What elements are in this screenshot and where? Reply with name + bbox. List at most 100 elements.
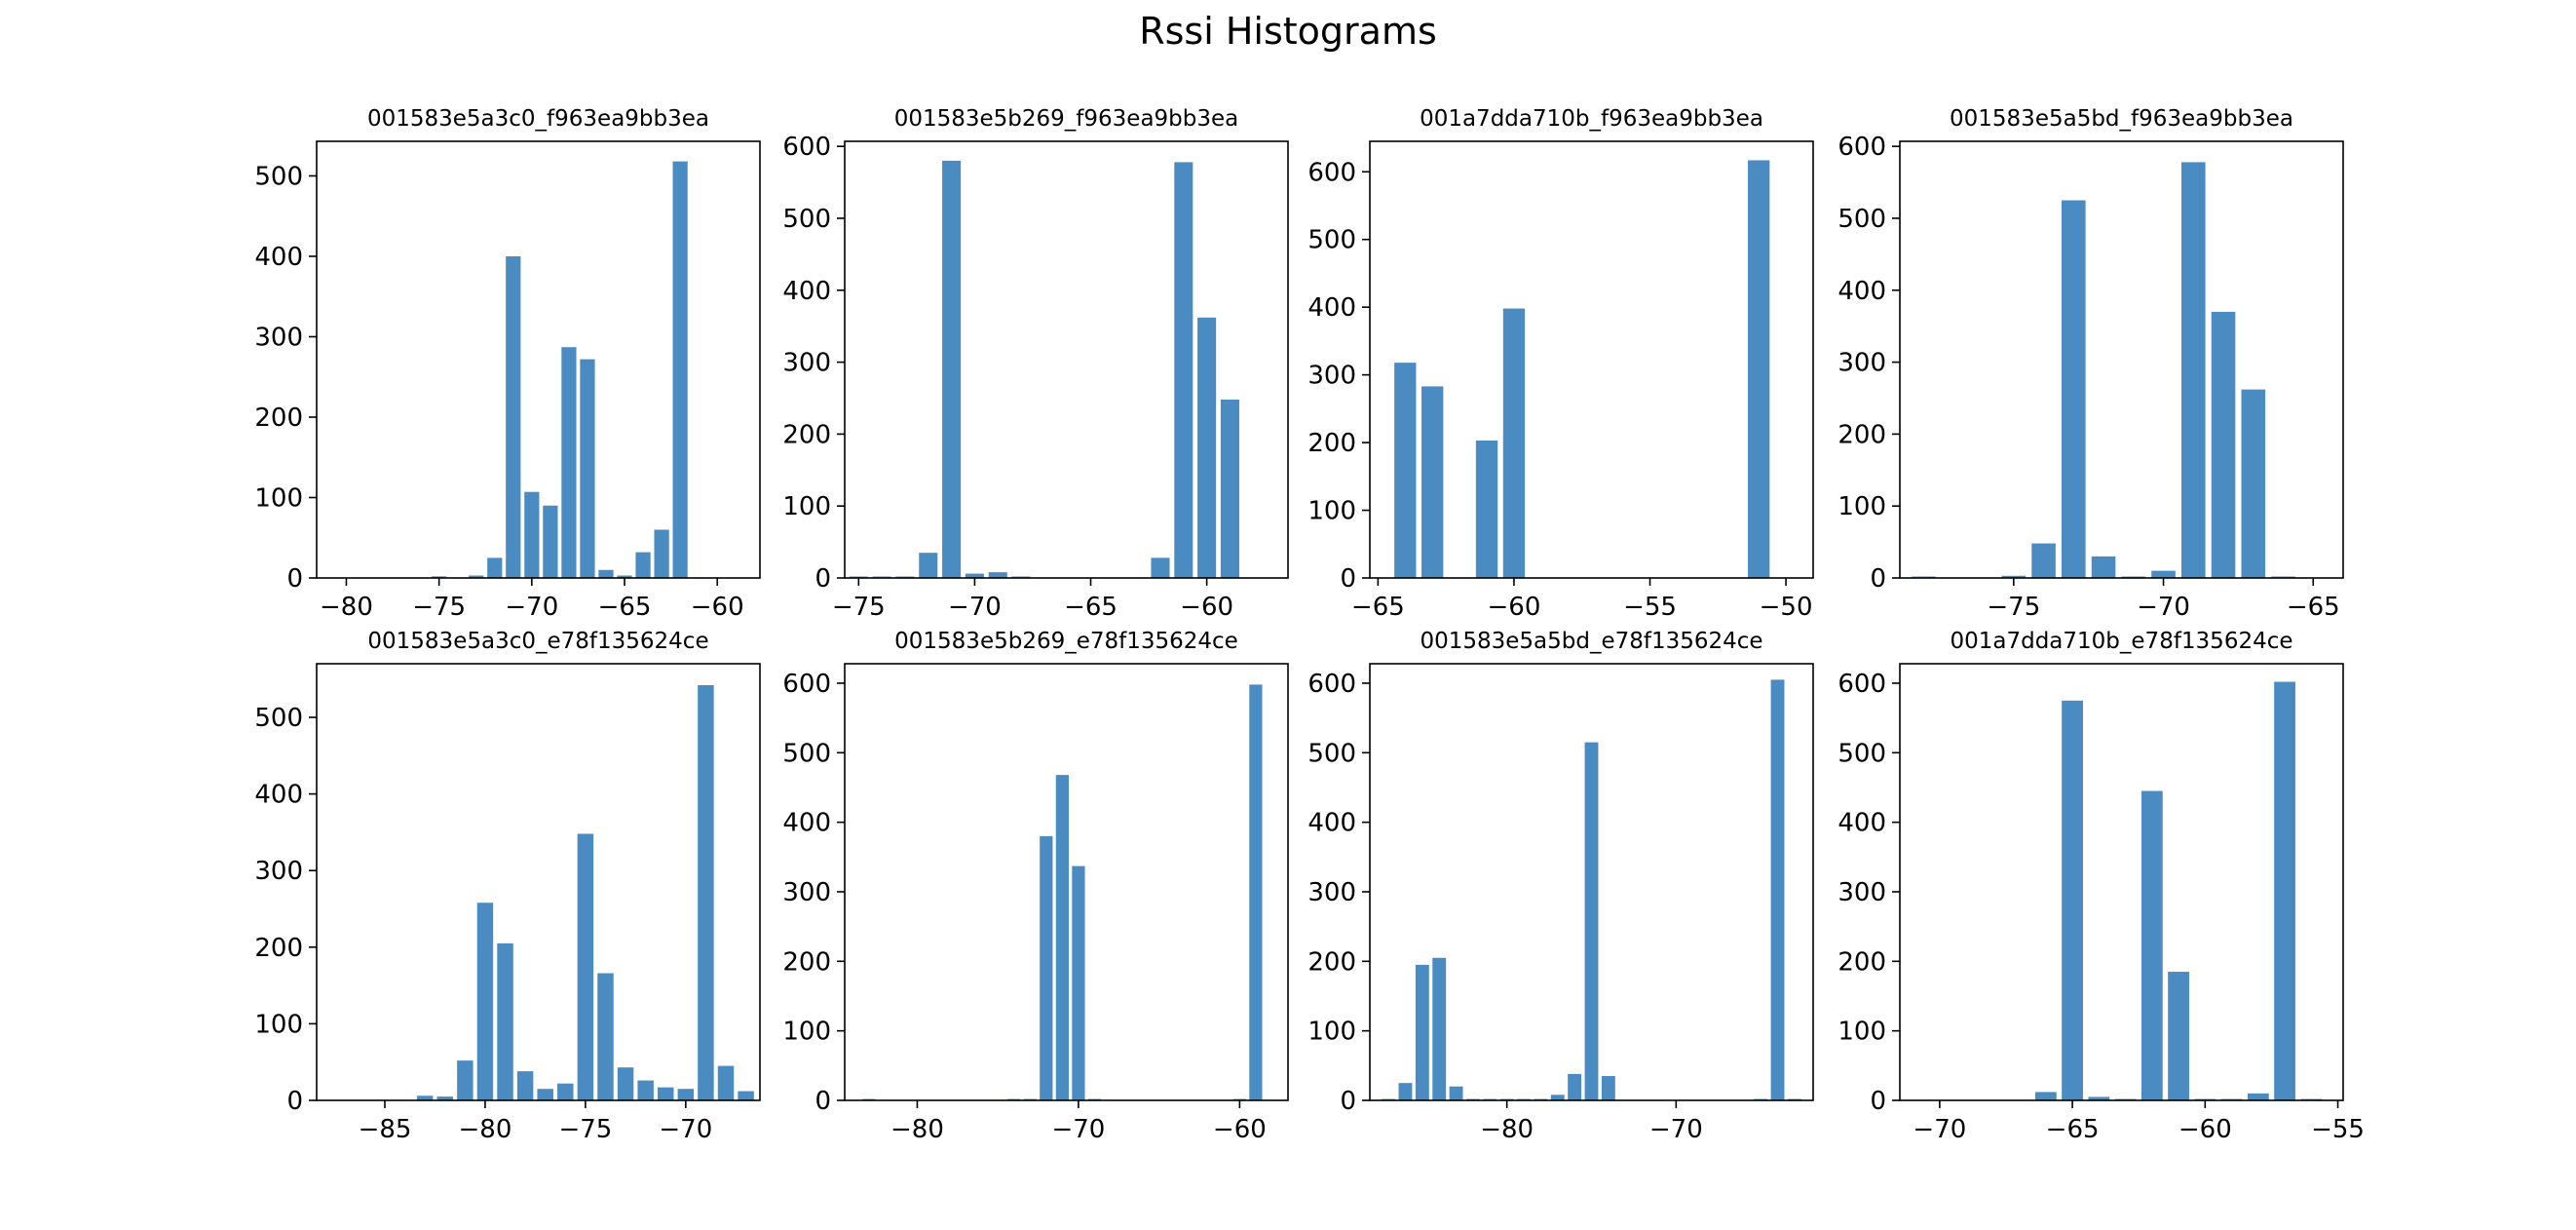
subplot-6: −80 −70 −60 0 100 200 300 400 500 600 001583e5b269… — [782, 629, 1289, 1144]
axes-frame — [316, 663, 761, 1101]
bar — [1394, 363, 1417, 578]
axes-frame — [316, 140, 761, 579]
bar — [1502, 308, 1526, 578]
bar — [1398, 1083, 1413, 1100]
y-tick-label: 300 — [782, 349, 831, 378]
subplot-5: −85 −80 −75 −70 0 100 200 300 400 500 001583e5a3c0… — [254, 629, 761, 1144]
bar — [524, 491, 540, 578]
x-tick-label: −70 — [948, 593, 1002, 622]
bar — [516, 1071, 534, 1100]
x-tick-label: −55 — [2311, 1115, 2365, 1144]
y-tick-label: 0 — [286, 564, 303, 594]
bar — [919, 553, 938, 578]
x-tick-label: −60 — [1213, 1115, 1267, 1144]
bar — [1421, 386, 1444, 578]
y-tick-label: 100 — [1307, 1018, 1356, 1047]
bar — [635, 552, 651, 578]
y-tick-label: 500 — [254, 162, 303, 191]
y-tick-label: 500 — [782, 205, 831, 234]
bar — [1055, 775, 1069, 1100]
x-tick-label: −75 — [832, 593, 886, 622]
bar — [1449, 1086, 1463, 1100]
y-tick-label: 500 — [1837, 739, 1886, 768]
bar — [1197, 317, 1217, 578]
bar — [1550, 1095, 1565, 1100]
subplot-7: −80 −70 0 100 200 300 400 500 600 001583e5a5bd_e7… — [1307, 629, 1814, 1144]
bar — [2088, 1096, 2110, 1100]
y-tick-label: 200 — [254, 404, 303, 433]
x-tick-label: −60 — [1488, 593, 1541, 622]
bar — [942, 160, 962, 578]
x-tick-label: −85 — [359, 1115, 412, 1144]
subplot-title: 001583e5a5bd_f963ea9bb3ea — [1950, 106, 2293, 132]
y-tick-label: 200 — [1837, 947, 1886, 977]
y-tick-label: 200 — [1837, 420, 1886, 449]
bar — [432, 576, 447, 578]
x-tick-label: −70 — [2137, 593, 2190, 622]
figure-title: Rssi Histograms — [1139, 10, 1437, 53]
y-tick-label: 100 — [1837, 492, 1886, 521]
x-tick-label: −65 — [2287, 593, 2340, 622]
axes-frame — [844, 663, 1289, 1101]
y-tick-label: 0 — [814, 1087, 831, 1116]
bar — [2168, 972, 2189, 1100]
x-tick-label: −70 — [1051, 1115, 1105, 1144]
bar — [1174, 162, 1193, 578]
bar — [965, 573, 984, 578]
y-tick-label: 600 — [1837, 670, 1886, 699]
y-tick-label: 300 — [1307, 878, 1356, 907]
bar — [1220, 399, 1239, 578]
subplot-2: −75 −70 −65 −60 0 100 200 300 400 500 600 001583e5b… — [782, 106, 1289, 622]
y-tick-label: 0 — [1870, 1087, 1886, 1116]
x-tick-label: −65 — [1064, 593, 1118, 622]
subplot-title: 001a7dda710b_f963ea9bb3ea — [1420, 106, 1763, 132]
bar — [436, 1096, 453, 1100]
x-tick-label: −80 — [890, 1115, 944, 1144]
bar — [1568, 1073, 1582, 1100]
subplot-8: −70 −65 −60 −55 0 100 200 300 400 500 600 001a7dda7… — [1837, 629, 2365, 1144]
y-tick-label: 200 — [782, 420, 831, 449]
bar — [738, 1091, 754, 1100]
y-tick-label: 0 — [1340, 1087, 1356, 1116]
bar — [1072, 865, 1085, 1100]
y-tick-label: 100 — [782, 1018, 831, 1047]
y-tick-label: 0 — [1340, 564, 1356, 594]
bar — [1475, 441, 1498, 578]
y-tick-label: 0 — [814, 564, 831, 594]
bar — [654, 529, 669, 578]
y-tick-label: 100 — [1837, 1018, 1886, 1047]
y-tick-label: 400 — [1307, 293, 1356, 323]
subplot-title: 001a7dda710b_e78f135624ce — [1950, 629, 2292, 654]
bar — [2180, 162, 2206, 578]
bar — [717, 1065, 735, 1100]
bar — [497, 942, 513, 1100]
x-tick-label: −75 — [412, 593, 466, 622]
x-tick-label: −65 — [598, 593, 652, 622]
y-tick-label: 300 — [782, 878, 831, 907]
bar — [658, 1087, 674, 1100]
bar — [1040, 835, 1053, 1100]
y-tick-label: 0 — [1870, 564, 1886, 594]
y-tick-label: 400 — [782, 277, 831, 306]
bar — [2274, 681, 2295, 1100]
y-tick-label: 600 — [1307, 670, 1356, 699]
bar — [1415, 964, 1429, 1100]
x-tick-label: −80 — [320, 593, 373, 622]
bar — [487, 557, 503, 578]
y-tick-label: 500 — [1307, 739, 1356, 768]
bar — [1748, 160, 1770, 578]
bar — [1432, 957, 1447, 1100]
x-tick-label: −70 — [1913, 1115, 1966, 1144]
y-tick-label: 300 — [254, 323, 303, 352]
y-tick-label: 400 — [254, 781, 303, 810]
x-tick-label: −80 — [1480, 1115, 1534, 1144]
subplot-title: 001583e5b269_e78f135624ce — [894, 629, 1238, 654]
x-tick-label: −70 — [659, 1115, 712, 1144]
bar — [537, 1089, 553, 1100]
bar — [1601, 1076, 1615, 1100]
axes-frame — [1899, 140, 2344, 579]
y-tick-label: 500 — [782, 739, 831, 768]
x-tick-label: −50 — [1760, 593, 1813, 622]
y-tick-label: 100 — [782, 492, 831, 521]
bar — [1249, 684, 1263, 1100]
